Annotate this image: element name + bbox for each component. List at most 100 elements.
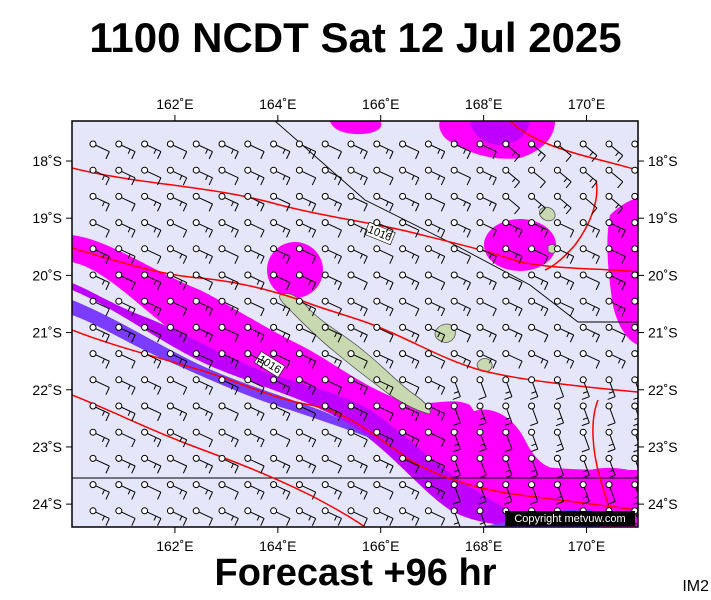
wind-barb bbox=[424, 481, 446, 500]
wind-barb bbox=[373, 323, 394, 343]
wind-barb bbox=[347, 402, 368, 422]
wind-barb bbox=[450, 271, 471, 291]
longitude-labels-bottom: 162˚E 164˚E 166˚E 168˚E 170˚E bbox=[156, 538, 605, 554]
page-title: 1100 NCDT Sat 12 Jul 2025 bbox=[89, 14, 622, 61]
wind-barb bbox=[476, 271, 497, 291]
wind-barb bbox=[450, 323, 471, 343]
wind-barb bbox=[347, 245, 368, 264]
wind-barb bbox=[166, 271, 188, 291]
isobars bbox=[72, 121, 638, 527]
wind-barb bbox=[295, 271, 317, 291]
wind-barb bbox=[425, 534, 444, 552]
wind-barb bbox=[347, 350, 368, 369]
wind-barb bbox=[295, 428, 317, 448]
wind-barb bbox=[295, 507, 317, 526]
wind-barb bbox=[166, 297, 188, 317]
wind-barb bbox=[502, 481, 513, 505]
wind-barb bbox=[218, 402, 239, 422]
wind-barb bbox=[192, 297, 213, 317]
lon-label-top: 162˚E bbox=[156, 96, 193, 112]
wind-barb bbox=[399, 323, 420, 343]
wind-barb bbox=[502, 192, 520, 215]
wind-barb bbox=[528, 219, 549, 238]
wind-barb bbox=[218, 323, 239, 343]
wind-barb bbox=[244, 323, 265, 343]
wind-barb bbox=[579, 271, 600, 291]
wind-barb bbox=[373, 271, 394, 291]
wind-barb bbox=[450, 402, 461, 427]
wind-barb bbox=[89, 219, 110, 238]
lat-label-left: 18˚S bbox=[32, 153, 62, 169]
new-caledonia-island bbox=[279, 293, 431, 415]
wind-barb bbox=[502, 454, 513, 479]
wind-barb bbox=[553, 481, 565, 505]
wind-barb bbox=[424, 454, 446, 474]
wind-barb bbox=[295, 166, 317, 186]
wind-barb bbox=[192, 454, 213, 474]
wind-barb bbox=[321, 428, 342, 448]
wind-barb bbox=[218, 507, 239, 526]
wind-barb bbox=[116, 534, 135, 552]
wind-barb bbox=[295, 219, 317, 238]
wind-barb bbox=[141, 323, 162, 343]
lon-label-bottom: 170˚E bbox=[568, 538, 605, 554]
wind-barb bbox=[166, 507, 188, 526]
wind-barb bbox=[321, 192, 342, 212]
wind-barb bbox=[244, 245, 265, 264]
wind-barb bbox=[295, 376, 317, 395]
wind-barb bbox=[296, 534, 315, 552]
wind-barb bbox=[218, 297, 239, 317]
wind-barb bbox=[605, 376, 616, 400]
lat-label-left: 24˚S bbox=[32, 496, 62, 512]
wind-barb bbox=[399, 507, 420, 526]
wind-barb bbox=[270, 323, 291, 343]
wind-barb bbox=[89, 376, 110, 395]
latitude-labels-right: 18˚S 19˚S 20˚S 21˚S 22˚S 23˚S 24˚S bbox=[648, 153, 678, 512]
wind-barb bbox=[528, 166, 546, 189]
lat-label-right: 20˚S bbox=[648, 267, 678, 283]
wind-barb bbox=[218, 481, 239, 500]
wind-barb bbox=[270, 428, 291, 448]
wind-barb bbox=[424, 219, 446, 238]
wind-barb bbox=[218, 428, 239, 448]
wind-barb bbox=[89, 454, 110, 474]
wind-barb bbox=[347, 428, 368, 448]
wind-barb bbox=[553, 402, 565, 427]
wind-barb bbox=[270, 507, 291, 526]
wind-barb bbox=[476, 219, 497, 238]
wind-barb bbox=[502, 271, 523, 291]
wind-barb bbox=[244, 140, 265, 160]
wind-barb bbox=[270, 219, 291, 238]
wind-barb bbox=[553, 376, 565, 400]
wind-barb bbox=[476, 166, 497, 186]
wind-barb bbox=[399, 245, 420, 264]
wind-barb bbox=[321, 402, 342, 422]
wind-barb bbox=[399, 297, 420, 317]
wind-barb bbox=[218, 219, 239, 238]
island-lifou bbox=[434, 323, 456, 343]
latitude-labels-left: 18˚S 19˚S 20˚S 21˚S 22˚S 23˚S 24˚S bbox=[32, 153, 62, 512]
wind-barb bbox=[89, 140, 110, 160]
wind-barb bbox=[528, 402, 539, 427]
wind-barb bbox=[244, 428, 265, 448]
wind-barb bbox=[553, 219, 575, 238]
wind-barb bbox=[450, 428, 461, 453]
wind-barb bbox=[166, 481, 188, 500]
wind-barb bbox=[321, 481, 342, 500]
wind-barb bbox=[579, 323, 600, 343]
wind-barb bbox=[141, 140, 162, 160]
wind-barb bbox=[373, 140, 394, 160]
wind-barb bbox=[579, 376, 590, 400]
wind-barb bbox=[399, 219, 420, 238]
wind-barb bbox=[476, 507, 487, 527]
wind-barb bbox=[270, 454, 291, 474]
wind-barb bbox=[476, 428, 487, 453]
wind-barb bbox=[476, 376, 487, 400]
lon-label-top: 166˚E bbox=[362, 96, 399, 112]
wind-barb bbox=[115, 245, 136, 264]
wind-barb bbox=[192, 428, 213, 448]
lat-label-right: 24˚S bbox=[648, 496, 678, 512]
wind-barb bbox=[399, 481, 420, 500]
wind-barb bbox=[115, 454, 136, 474]
wind-barb bbox=[553, 166, 572, 189]
